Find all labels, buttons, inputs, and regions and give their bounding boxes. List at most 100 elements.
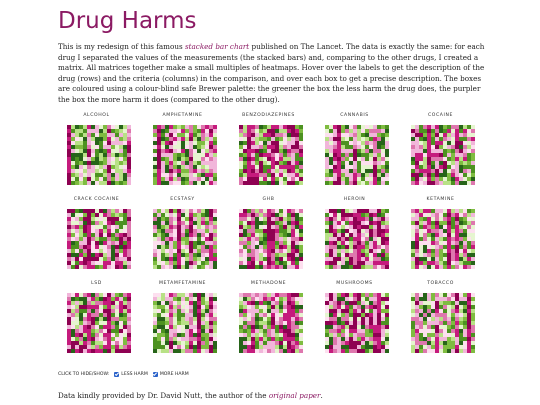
heatmap-cell[interactable] [177, 325, 181, 329]
heatmap-cell[interactable] [463, 309, 467, 313]
heatmap-cell[interactable] [439, 149, 443, 153]
heatmap-cell[interactable] [447, 329, 451, 333]
heatmap-cell[interactable] [87, 321, 91, 325]
heatmap-cell[interactable] [75, 309, 79, 313]
heatmap-cell[interactable] [419, 349, 423, 353]
heatmap-cell[interactable] [471, 241, 475, 245]
heatmap-cell[interactable] [95, 329, 99, 333]
heatmap-cell[interactable] [423, 129, 427, 133]
heatmap-cell[interactable] [463, 137, 467, 141]
heatmap-cell[interactable] [423, 349, 427, 353]
heatmap-cell[interactable] [99, 321, 103, 325]
heatmap-cell[interactable] [79, 245, 83, 249]
heatmap-cell[interactable] [197, 145, 201, 149]
heatmap-cell[interactable] [365, 265, 369, 269]
heatmap-cell[interactable] [213, 169, 217, 173]
heatmap-cell[interactable] [243, 157, 247, 161]
heatmap-cell[interactable] [463, 141, 467, 145]
heatmap-cell[interactable] [361, 349, 365, 353]
heatmap-cell[interactable] [471, 157, 475, 161]
heatmap-cell[interactable] [349, 297, 353, 301]
heatmap-cell[interactable] [427, 209, 431, 213]
heatmap-cell[interactable] [197, 253, 201, 257]
heatmap-cell[interactable] [349, 249, 353, 253]
heatmap-cell[interactable] [325, 181, 329, 185]
heatmap-cell[interactable] [459, 237, 463, 241]
heatmap-cell[interactable] [115, 301, 119, 305]
heatmap-cell[interactable] [377, 321, 381, 325]
heatmap-cell[interactable] [471, 129, 475, 133]
heatmap-cell[interactable] [115, 133, 119, 137]
heatmap-cell[interactable] [91, 333, 95, 337]
heatmap-cell[interactable] [169, 345, 173, 349]
heatmap-cell[interactable] [75, 305, 79, 309]
heatmap-cell[interactable] [337, 245, 341, 249]
heatmap-cell[interactable] [357, 297, 361, 301]
heatmap-cell[interactable] [165, 337, 169, 341]
heatmap-cell[interactable] [431, 217, 435, 221]
heatmap-cell[interactable] [153, 177, 157, 181]
heatmap-cell[interactable] [263, 241, 267, 245]
heatmap-cell[interactable] [333, 241, 337, 245]
heatmap-cell[interactable] [127, 337, 131, 341]
heatmap-cell[interactable] [169, 261, 173, 265]
heatmap-cell[interactable] [419, 317, 423, 321]
drug-panel-title[interactable]: AMPHETAMINE [162, 113, 203, 118]
heatmap-cell[interactable] [423, 245, 427, 249]
heatmap-cell[interactable] [373, 221, 377, 225]
heatmap-cell[interactable] [333, 145, 337, 149]
heatmap-cell[interactable] [439, 261, 443, 265]
heatmap-cell[interactable] [95, 337, 99, 341]
heatmap-cell[interactable] [263, 321, 267, 325]
heatmap-cell[interactable] [75, 125, 79, 129]
heatmap-cell[interactable] [123, 141, 127, 145]
heatmap-cell[interactable] [189, 241, 193, 245]
heatmap-cell[interactable] [263, 157, 267, 161]
heatmap-cell[interactable] [357, 265, 361, 269]
heatmap-cell[interactable] [463, 349, 467, 353]
heatmap-cell[interactable] [451, 141, 455, 145]
heatmap-cell[interactable] [365, 257, 369, 261]
heatmap-cell[interactable] [431, 173, 435, 177]
heatmap-cell[interactable] [373, 153, 377, 157]
heatmap-cell[interactable] [259, 337, 263, 341]
heatmap-cell[interactable] [467, 321, 471, 325]
heatmap-cell[interactable] [353, 165, 357, 169]
heatmap-cell[interactable] [107, 261, 111, 265]
heatmap-cell[interactable] [369, 253, 373, 257]
heatmap-cell[interactable] [119, 317, 123, 321]
heatmap-cell[interactable] [263, 313, 267, 317]
heatmap-cell[interactable] [71, 321, 75, 325]
heatmap-cell[interactable] [83, 157, 87, 161]
heatmap-cell[interactable] [127, 305, 131, 309]
heatmap-cell[interactable] [83, 137, 87, 141]
heatmap-cell[interactable] [451, 173, 455, 177]
heatmap-cell[interactable] [263, 173, 267, 177]
heatmap-cell[interactable] [439, 221, 443, 225]
heatmap-cell[interactable] [107, 153, 111, 157]
heatmap-cell[interactable] [325, 157, 329, 161]
heatmap-cell[interactable] [103, 241, 107, 245]
heatmap-cell[interactable] [193, 213, 197, 217]
heatmap-cell[interactable] [205, 149, 209, 153]
heatmap-cell[interactable] [71, 181, 75, 185]
heatmap-cell[interactable] [373, 149, 377, 153]
heatmap-cell[interactable] [239, 133, 243, 137]
heatmap-cell[interactable] [369, 165, 373, 169]
heatmap-cell[interactable] [467, 333, 471, 337]
heatmap-cell[interactable] [271, 145, 275, 149]
heatmap-cell[interactable] [247, 333, 251, 337]
heatmap-cell[interactable] [279, 345, 283, 349]
heatmap-cell[interactable] [377, 153, 381, 157]
heatmap-cell[interactable] [243, 237, 247, 241]
heatmap-cell[interactable] [267, 217, 271, 221]
heatmap-cell[interactable] [255, 321, 259, 325]
heatmap-cell[interactable] [255, 149, 259, 153]
heatmap-cell[interactable] [255, 301, 259, 305]
heatmap-cell[interactable] [213, 345, 217, 349]
heatmap-cell[interactable] [169, 217, 173, 221]
heatmap-cell[interactable] [365, 325, 369, 329]
heatmap-cell[interactable] [127, 157, 131, 161]
heatmap-cell[interactable] [169, 161, 173, 165]
heatmap-cell[interactable] [345, 301, 349, 305]
